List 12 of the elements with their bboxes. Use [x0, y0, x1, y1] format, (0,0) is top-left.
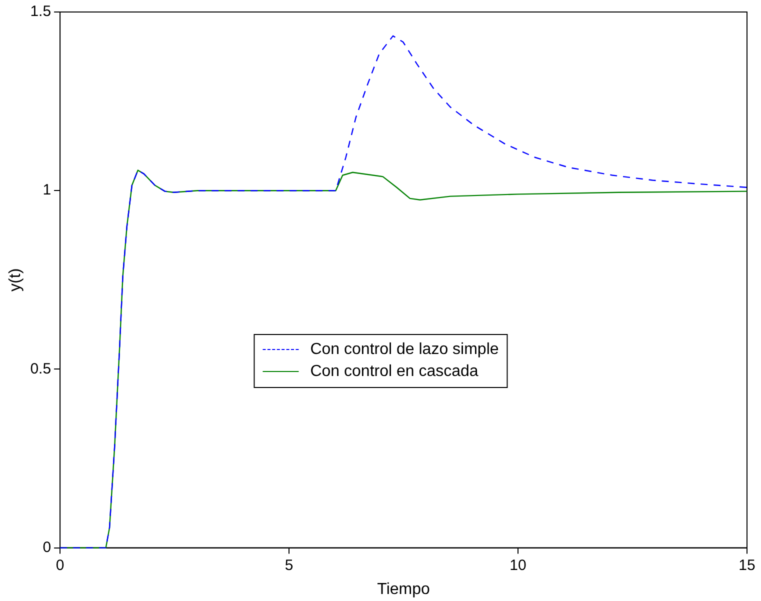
legend-label: Con control de lazo simple [310, 340, 499, 360]
x-tick-label: 0 [56, 556, 64, 574]
x-tick-label: 10 [510, 556, 526, 574]
x-tick-label: 5 [284, 556, 294, 574]
y-tick-label: 1.5 [30, 3, 52, 20]
legend-label: Con control en cascada [310, 362, 478, 382]
y-tick-label: 0 [42, 538, 52, 556]
x-axis-title: Tiempo [377, 580, 430, 598]
y-tick-label: 0.5 [30, 360, 52, 378]
y-axis-title: y(t) [7, 268, 24, 292]
x-tick-label: 15 [738, 556, 756, 574]
y-tick-label: 1 [42, 182, 52, 199]
